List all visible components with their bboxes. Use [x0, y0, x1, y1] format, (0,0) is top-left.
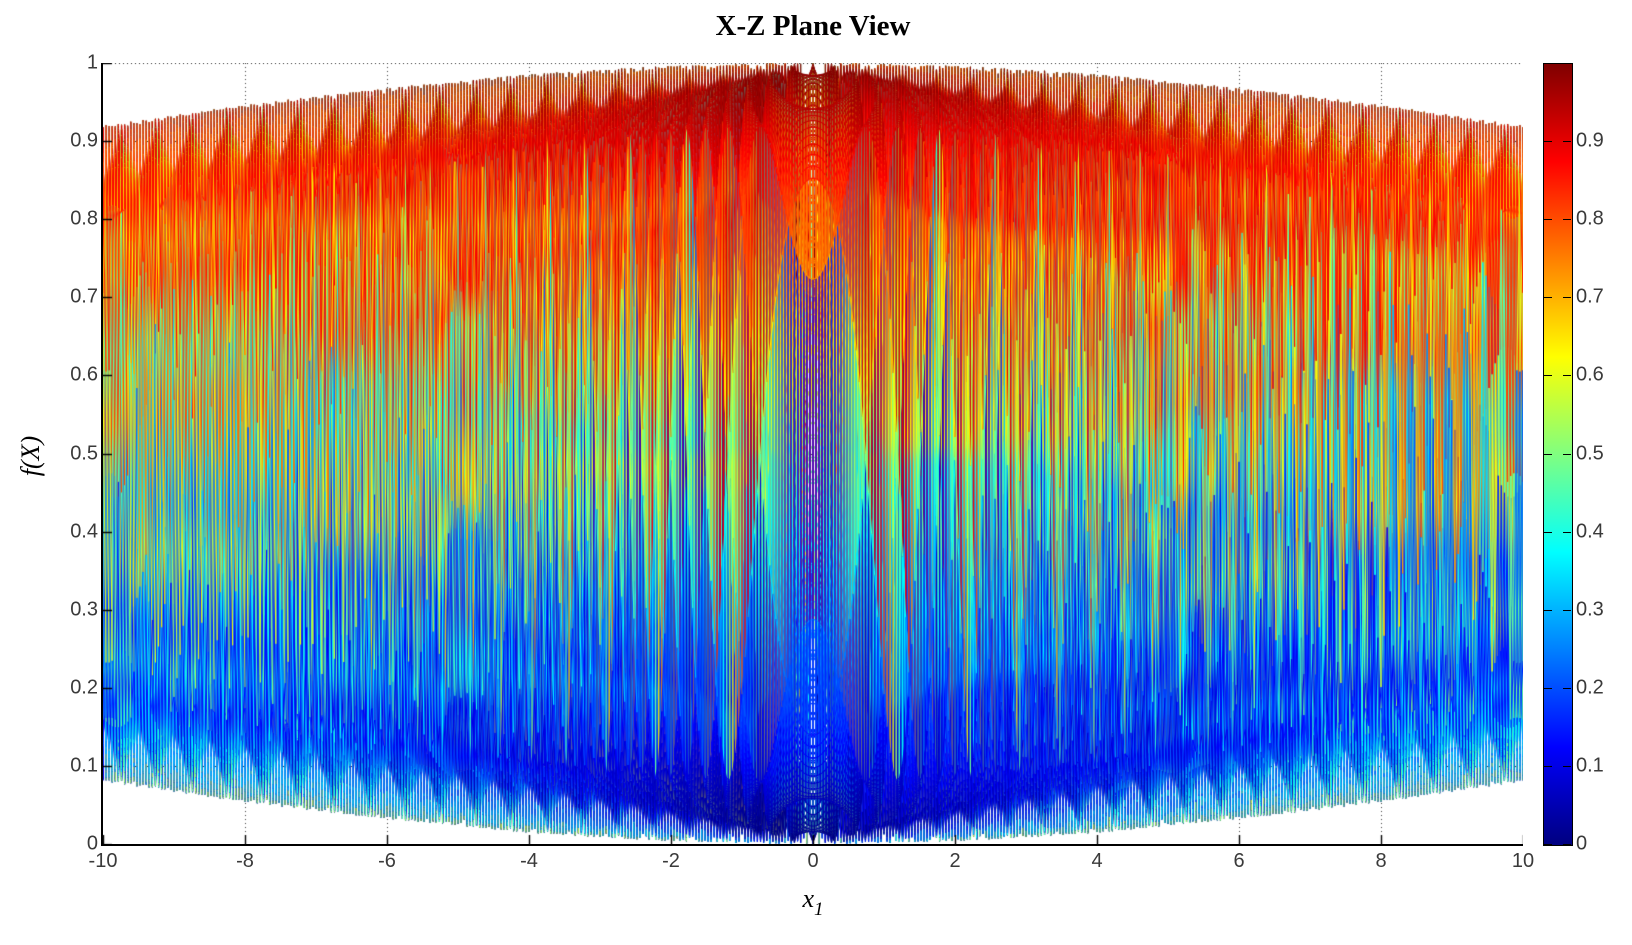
colorbar-tick-label: 0.2 [1576, 676, 1604, 699]
y-tick-label: 0.9 [70, 129, 98, 152]
y-tick-label: 1 [86, 51, 98, 74]
x-tick-label: 4 [1091, 850, 1103, 872]
x-tick-label: 0 [807, 850, 819, 872]
x-axis-label-subscript: 1 [814, 899, 824, 920]
x-axis-label: x1 [103, 884, 1523, 921]
x-tick-label: -2 [662, 850, 680, 872]
colorbar-tick-mark [1544, 375, 1552, 377]
x-tick-label: 8 [1375, 850, 1387, 872]
colorbar-tick-mark [1544, 453, 1552, 455]
y-tick-label: 0.1 [70, 754, 98, 777]
colorbar-tick-label: 0.6 [1576, 363, 1604, 386]
colorbar-tick-mark [1544, 687, 1552, 689]
colorbar-tick-mark [1563, 609, 1571, 611]
colorbar-tick-label: 0.5 [1576, 442, 1604, 464]
colorbar-tick-mark [1544, 765, 1552, 767]
colorbar-tick-mark [1563, 219, 1571, 221]
colorbar-tick-mark [1563, 844, 1571, 845]
y-tick-label: 0.3 [70, 598, 98, 621]
colorbar-tick-label: 0.7 [1576, 285, 1604, 308]
y-tick-label: 0.2 [70, 676, 98, 699]
x-axis-label-base: x [802, 884, 815, 913]
colorbar-tick-mark [1563, 141, 1571, 143]
colorbar-tick-mark [1544, 219, 1552, 221]
colorbar-tick-mark [1544, 141, 1552, 143]
colorbar [1543, 63, 1573, 846]
colorbar-tick-label: 0 [1576, 832, 1588, 855]
colorbar-tick-label: 0.8 [1576, 207, 1604, 230]
x-tick-label: 10 [1511, 850, 1535, 872]
y-tick-label: 0.4 [70, 520, 98, 543]
x-tick-label: 6 [1233, 850, 1245, 872]
colorbar-tick-mark [1563, 375, 1571, 377]
colorbar-tick-label: 0.3 [1576, 598, 1604, 621]
colorbar-tick-mark [1544, 531, 1552, 533]
plot-title: X-Z Plane View [715, 10, 911, 42]
x-tick-label: -10 [88, 850, 118, 872]
y-tick-label: 0.5 [70, 442, 98, 464]
x-tick-label: 2 [949, 850, 961, 872]
y-tick-label: 0 [86, 832, 98, 855]
colorbar-tick-label: 0.4 [1576, 520, 1604, 543]
colorbar-tick-label: 0.9 [1576, 129, 1604, 152]
y-tick-label: 0.8 [70, 207, 98, 230]
colorbar-tick-mark [1544, 844, 1552, 845]
colorbar-tick-mark [1563, 687, 1571, 689]
colorbar-tick-mark [1544, 609, 1552, 611]
mesh-plot-canvas [103, 63, 1523, 844]
colorbar-tick-label: 0.1 [1576, 754, 1604, 777]
colorbar-tick-mark [1563, 297, 1571, 299]
x-tick-label: -4 [520, 850, 538, 872]
colorbar-tick-mark [1544, 297, 1552, 299]
colorbar-tick-mark [1563, 765, 1571, 767]
colorbar-tick-mark [1563, 453, 1571, 455]
y-tick-label: 0.6 [70, 363, 98, 386]
x-tick-label: -6 [378, 850, 396, 872]
x-tick-label: -8 [236, 850, 254, 872]
colorbar-tick-mark [1563, 531, 1571, 533]
y-tick-label: 0.7 [70, 285, 98, 308]
plot-area [101, 63, 1523, 846]
